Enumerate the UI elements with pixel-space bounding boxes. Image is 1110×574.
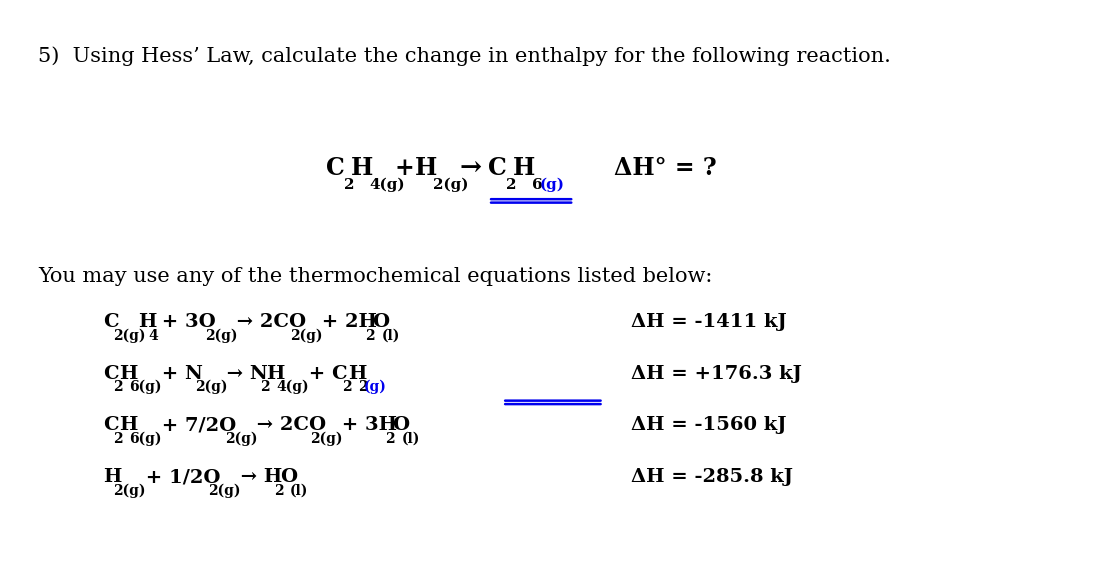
Text: O: O [280, 468, 297, 486]
Text: 2: 2 [365, 329, 375, 343]
Text: 2: 2 [357, 381, 367, 394]
Text: H: H [103, 468, 122, 486]
Text: (g): (g) [364, 380, 387, 394]
Text: ΔH = -1411 kJ: ΔH = -1411 kJ [630, 313, 786, 331]
Text: 2(g): 2(g) [113, 328, 145, 343]
Text: 6(g): 6(g) [130, 380, 162, 394]
Text: 5)  Using Hess’ Law, calculate the change in enthalpy for the following reaction: 5) Using Hess’ Law, calculate the change… [38, 46, 891, 65]
Text: +: + [395, 156, 414, 180]
Text: 2: 2 [260, 381, 270, 394]
Text: 2(g): 2(g) [195, 380, 228, 394]
Text: (g): (g) [539, 178, 564, 192]
Text: + 2H: + 2H [315, 313, 377, 331]
Text: (l): (l) [402, 432, 420, 446]
Text: + 3H: + 3H [335, 417, 397, 435]
Text: 2(g): 2(g) [113, 483, 145, 498]
Text: H: H [347, 365, 366, 383]
Text: ΔH = +176.3 kJ: ΔH = +176.3 kJ [630, 365, 801, 383]
Text: 4(g): 4(g) [276, 380, 309, 394]
Text: 2(g): 2(g) [290, 328, 323, 343]
Text: + 1/2O: + 1/2O [139, 468, 220, 486]
Text: O: O [372, 313, 388, 331]
Text: + C: + C [302, 365, 347, 383]
Text: H: H [351, 156, 374, 180]
Text: 2(g): 2(g) [205, 328, 238, 343]
Text: →: → [460, 155, 482, 180]
Text: 2: 2 [113, 432, 123, 446]
Text: → N: → N [220, 365, 268, 383]
Text: ΔH° = ?: ΔH° = ? [614, 156, 717, 180]
Text: C: C [103, 365, 119, 383]
Text: 2: 2 [113, 381, 123, 394]
Text: 2(g): 2(g) [310, 432, 343, 446]
Text: 6(g): 6(g) [130, 432, 162, 446]
Text: ΔH = -1560 kJ: ΔH = -1560 kJ [630, 417, 786, 435]
Text: H: H [266, 365, 285, 383]
Text: + 7/2O: + 7/2O [154, 417, 236, 435]
Text: 2: 2 [274, 484, 283, 498]
Text: (l): (l) [382, 329, 400, 343]
Text: H: H [415, 156, 437, 180]
Text: 2(g): 2(g) [225, 432, 258, 446]
Text: → 2CO: → 2CO [250, 417, 326, 435]
Text: You may use any of the thermochemical equations listed below:: You may use any of the thermochemical eq… [38, 267, 713, 286]
Text: C: C [103, 313, 119, 331]
Text: 2: 2 [505, 179, 516, 192]
Text: C: C [103, 417, 119, 435]
Text: + 3O: + 3O [154, 313, 215, 331]
Text: + N: + N [154, 365, 203, 383]
Text: H: H [120, 365, 138, 383]
Text: H: H [513, 156, 535, 180]
Text: ΔH = -285.8 kJ: ΔH = -285.8 kJ [630, 468, 793, 486]
Text: (l): (l) [290, 484, 309, 498]
Text: C: C [488, 156, 507, 180]
Text: 6: 6 [532, 179, 543, 192]
Text: H: H [120, 417, 138, 435]
Text: H: H [139, 313, 157, 331]
Text: 2: 2 [342, 381, 351, 394]
Text: O: O [392, 417, 408, 435]
Text: → 2CO: → 2CO [230, 313, 306, 331]
Text: 2: 2 [344, 179, 354, 192]
Text: C: C [326, 156, 345, 180]
Text: 4: 4 [149, 329, 159, 343]
Text: 2: 2 [385, 432, 395, 446]
Text: 2(g): 2(g) [433, 178, 468, 192]
Text: 4(g): 4(g) [370, 178, 405, 192]
Text: → H: → H [234, 468, 282, 486]
Text: 2(g): 2(g) [209, 483, 241, 498]
